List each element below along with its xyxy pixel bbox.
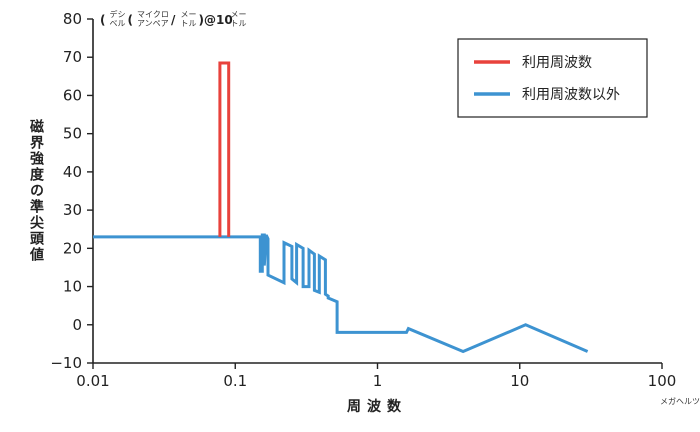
x-tick-label: 100: [648, 372, 677, 390]
y-tick-label: 70: [63, 48, 82, 66]
y-unit-ruby: トル: [231, 19, 247, 28]
y-tick-label: 0: [72, 316, 82, 334]
y-tick-label: 20: [63, 239, 82, 257]
y-tick-label: 80: [63, 10, 82, 28]
series-layer: [93, 61, 589, 354]
legend-label-1: 利用周波数以外: [522, 87, 620, 103]
y-ticks: −10 0 10 20 30 40 50 60 70 80: [50, 10, 93, 372]
y-unit-ruby: ベル: [110, 19, 126, 28]
y-unit-text: (: [128, 13, 133, 27]
x-tick-label: 0.1: [223, 372, 247, 390]
x-tick-label: 0.01: [76, 372, 109, 390]
y-axis-title: 磁界強度の準尖頭値: [28, 118, 45, 263]
y-unit-ruby: メー: [231, 10, 247, 19]
series-line-0: [218, 61, 231, 237]
x-tick-label: 10: [510, 372, 529, 390]
y-unit-ruby: デシ: [110, 9, 126, 19]
y-unit-ruby: メー: [181, 10, 197, 19]
legend-label-0: 利用周波数: [522, 55, 592, 71]
y-tick-label: 10: [63, 278, 82, 296]
y-tick-label: 50: [63, 125, 82, 143]
y-unit-text: /: [171, 13, 176, 27]
y-unit-text: (: [100, 13, 105, 27]
y-tick-label: 30: [63, 201, 82, 219]
y-tick-label: 60: [63, 86, 82, 104]
y-tick-label: −10: [50, 354, 82, 372]
y-unit-text: )@10: [199, 13, 233, 27]
y-tick-label: 40: [63, 163, 82, 181]
x-axis-title: 周波数: [347, 398, 407, 415]
x-tick-label: 1: [373, 372, 383, 390]
y-unit-ruby: トル: [181, 19, 197, 28]
series-line-1: [93, 233, 589, 354]
legend-box: [457, 38, 648, 118]
x-ticks: 0.01 0.1 1 10 100: [76, 363, 676, 390]
x-unit-ruby: メガヘルツ: [660, 396, 700, 406]
y-unit-ruby: マイクロ: [137, 10, 169, 19]
legend: 利用周波数 利用周波数以外: [457, 38, 648, 118]
y-unit-ruby: アンペア: [137, 19, 169, 28]
